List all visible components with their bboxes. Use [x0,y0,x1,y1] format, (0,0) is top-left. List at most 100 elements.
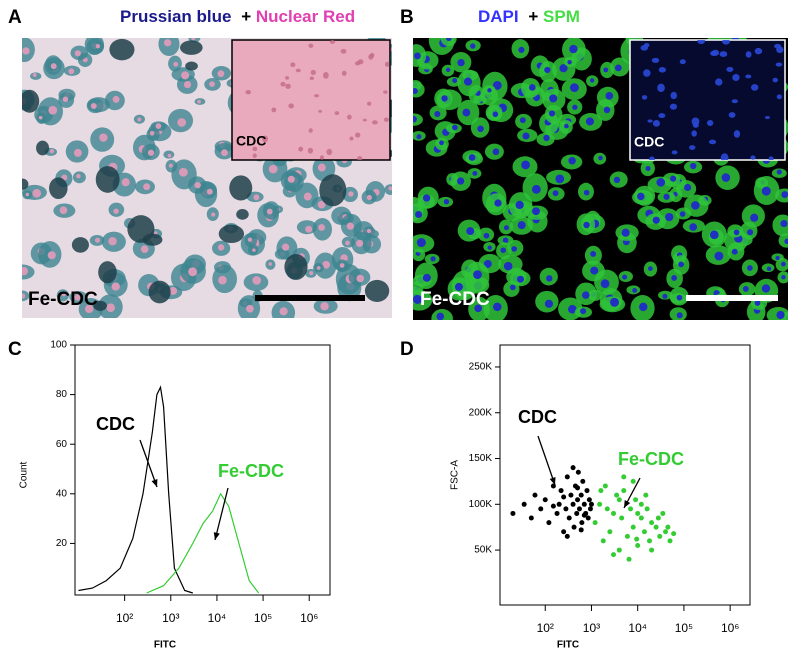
cell [652,120,661,127]
cell [298,146,304,152]
scatter-point [671,531,677,537]
nucleus [22,47,30,55]
nucleus [776,169,782,175]
scatter-point [653,524,659,530]
nucleus [742,286,749,292]
nucleus [721,173,731,182]
scatter-point [638,515,644,521]
nucleus [413,294,422,304]
scatter-point [528,515,534,521]
cell [314,94,320,98]
arrow [214,487,229,541]
cell [326,148,333,156]
nucleus [518,46,525,53]
nucleus [430,256,436,262]
nucleus [50,63,57,70]
cell [722,40,730,45]
annotation: CDC [96,414,135,434]
cell [692,122,699,128]
nucleus [472,170,478,176]
cell [750,84,759,91]
scatter-point [607,529,613,535]
panel-label: C [8,339,22,360]
scatter-point [568,492,574,498]
scatter-point [575,469,581,475]
nucleus [303,192,312,201]
cell [354,132,361,138]
scatter-point [521,501,527,507]
nucleus [546,275,553,282]
cell [367,101,372,106]
cell [308,128,313,133]
panel-title: DAPI + SPM [478,7,580,26]
nucleus [245,304,254,313]
cell [647,119,653,123]
cell [669,103,678,110]
nucleus [252,276,262,285]
nucleus [568,304,577,314]
nucleus [603,67,609,73]
nucleus [679,211,686,217]
nucleus [610,297,619,307]
nucleus [439,140,444,146]
scatter-point [657,533,663,539]
x-tick-label: 10⁶ [721,621,739,635]
nucleus [76,173,81,179]
scatter-point [611,510,617,516]
scatter-point [564,474,570,480]
nucleus [605,92,614,100]
nucleus [317,200,326,209]
nucleus [689,223,698,231]
nucleus [149,131,155,136]
nucleus [247,237,253,242]
cell [295,68,301,73]
nucleus [188,267,198,277]
nucleus [366,194,372,201]
scatter-point [624,533,630,539]
cell [719,51,728,58]
scatter-point [616,497,622,503]
scatter-point [649,520,655,526]
arrow-head [549,477,556,485]
cell [708,139,717,145]
nucleus [48,105,58,115]
nucleus [589,78,595,83]
cell [334,111,340,116]
scatter-point [585,515,591,521]
scatter-point [570,501,576,507]
cell [657,83,665,93]
nucleus [676,294,683,301]
nucleus [348,191,354,197]
inset-label: CDC [634,134,664,150]
nucleus [590,266,599,275]
nucleus [564,123,569,129]
cell [95,166,120,193]
cell [774,43,782,49]
cell [772,214,788,237]
nucleus [22,266,29,276]
cell [383,90,388,94]
cell [329,40,335,44]
nucleus [470,43,476,49]
cell [710,50,717,56]
cell [357,156,363,160]
nucleus [468,154,476,161]
nucleus [320,302,329,311]
nucleus [209,81,215,87]
nucleus [445,67,451,73]
nucleus [434,111,441,118]
nucleus [517,221,526,230]
nucleus [279,307,288,316]
nucleus [177,118,187,127]
cell [706,120,714,127]
nucleus [622,274,628,280]
nucleus [197,99,201,104]
nucleus [106,303,116,313]
nucleus [690,162,697,170]
nucleus [761,284,771,293]
nucleus [663,193,670,200]
cell [691,130,697,137]
scatter-point [575,485,581,491]
nucleus [413,116,417,123]
